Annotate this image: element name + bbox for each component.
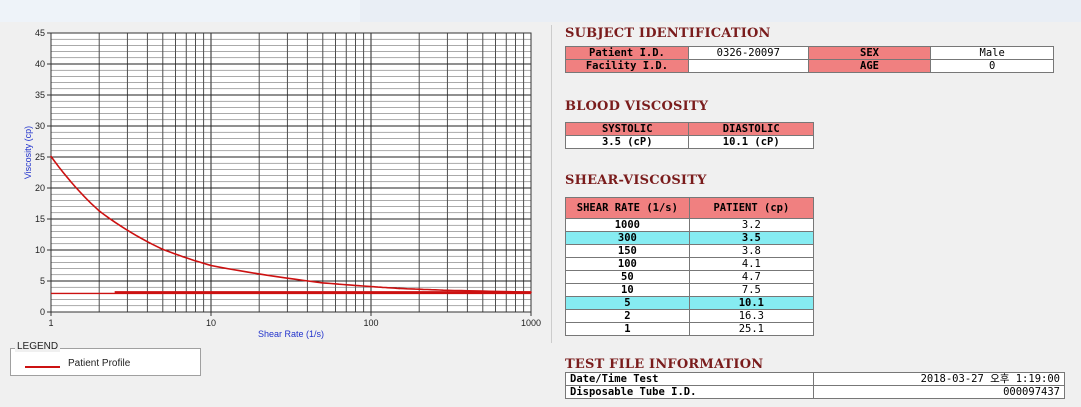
y-tick-label: 0 — [40, 307, 45, 317]
table-header-row: SHEAR RATE (1/s) PATIENT (cp) — [565, 197, 815, 219]
x-tick-label: 10 — [206, 318, 216, 328]
patient-value-cell: 3.5 — [688, 231, 815, 245]
data-point — [210, 264, 212, 267]
shear-table-row: 1000 3.2 — [565, 218, 815, 232]
age-label: AGE — [807, 59, 932, 73]
patient-cp-header: PATIENT (cp) — [688, 197, 815, 219]
facility-id-value — [687, 59, 809, 73]
table-row: 3.5 (cP) 10.1 (cP) — [564, 135, 814, 149]
x-tick-label: 100 — [363, 318, 378, 328]
chart-panel: 0 5 10 15 20 25 30 35 40 45 1 10 100 1000 Shear Rate (… — [12, 25, 552, 343]
y-tick-label: 10 — [35, 245, 45, 255]
shear-table-row: 300 3.5 — [565, 231, 815, 245]
y-tick-label: 40 — [35, 59, 45, 69]
data-point — [398, 287, 400, 290]
shear-rate-cell: 300 — [565, 231, 690, 245]
shear-rate-cell: 1 — [565, 322, 690, 336]
sex-value: Male — [930, 46, 1054, 60]
shear-table-row: 1 25.1 — [565, 322, 815, 336]
shear-rate-cell: 150 — [565, 244, 690, 258]
shear-rate-cell: 1000 — [565, 218, 690, 232]
data-point — [370, 285, 372, 288]
y-tick-label: 20 — [35, 183, 45, 193]
subject-table: Patient I.D. 0326-20097 SEX Male Facilit… — [565, 46, 1054, 73]
shear-table-row: 10 7.5 — [565, 283, 815, 297]
y-tick-label: 45 — [35, 28, 45, 38]
test-file-table: Date/Time Test 2018-03-27 오후 1:19:00 Dis… — [564, 372, 1065, 399]
top-strip — [0, 0, 1081, 22]
datetime-label: Date/Time Test — [564, 372, 815, 386]
shear-rate-cell: 5 — [565, 296, 690, 310]
data-point — [162, 248, 164, 251]
y-tick-label: 5 — [40, 276, 45, 286]
y-axis-label: Viscosity (cp) — [23, 126, 33, 179]
patient-value-cell: 10.1 — [688, 296, 815, 310]
legend-box: LEGEND Patient Profile — [10, 341, 201, 376]
subject-identification-title: SUBJECT IDENTIFICATION — [565, 26, 771, 41]
datetime-value: 2018-03-27 오후 1:19:00 — [813, 372, 1065, 386]
shear-rate-cell: 10 — [565, 283, 690, 297]
patient-value-cell: 7.5 — [688, 283, 815, 297]
legend-line-swatch — [25, 366, 60, 368]
patient-value-cell: 25.1 — [688, 322, 815, 336]
tube-id-label: Disposable Tube I.D. — [564, 385, 815, 399]
shear-table-row: 100 4.1 — [565, 257, 815, 271]
plot-border — [50, 32, 532, 313]
y-tick-label: 15 — [35, 214, 45, 224]
shear-table-row: 5 10.1 — [565, 296, 815, 310]
viscosity-chart: 0 5 10 15 20 25 30 35 40 45 1 10 100 1000 Shear Rate (… — [23, 28, 541, 339]
test-file-information-title: TEST FILE INFORMATION — [565, 357, 764, 372]
patient-value-cell: 4.1 — [688, 257, 815, 271]
y-tick-label: 35 — [35, 90, 45, 100]
shear-viscosity-title: SHEAR-VISCOSITY — [565, 173, 707, 188]
x-tick-label: 1 — [48, 318, 53, 328]
facility-id-label: Facility I.D. — [565, 59, 689, 73]
legend-item-label: Patient Profile — [68, 358, 131, 369]
table-row: Facility I.D. AGE 0 — [565, 59, 1054, 73]
shear-table-row: 50 4.7 — [565, 270, 815, 284]
x-axis-label: Shear Rate (1/s) — [258, 329, 324, 339]
shear-rate-header: SHEAR RATE (1/s) — [565, 197, 690, 219]
blood-viscosity-title: BLOOD VISCOSITY — [565, 99, 709, 114]
age-value: 0 — [930, 59, 1054, 73]
data-point — [98, 210, 100, 212]
table-row: Patient I.D. 0326-20097 SEX Male — [565, 46, 1054, 60]
table-row: Disposable Tube I.D. 000097437 — [564, 385, 1065, 399]
diastolic-value: 10.1 (cP) — [688, 135, 814, 149]
top-strip-segment — [0, 0, 360, 22]
diastolic-label: DIASTOLIC — [688, 122, 814, 136]
plot-area — [51, 33, 531, 312]
shear-table-row: 150 3.8 — [565, 244, 815, 258]
table-row: Date/Time Test 2018-03-27 오후 1:19:00 — [564, 372, 1065, 386]
data-point — [446, 289, 449, 292]
patient-value-cell: 16.3 — [688, 309, 815, 323]
sex-label: SEX — [807, 46, 932, 60]
y-tick-label: 25 — [35, 152, 45, 162]
shear-rate-cell: 50 — [565, 270, 690, 284]
data-point — [50, 155, 52, 158]
shear-table-row: 2 16.3 — [565, 309, 815, 323]
shear-rate-cell: 100 — [565, 257, 690, 271]
y-tick-label: 30 — [35, 121, 45, 131]
legend-title: LEGEND — [15, 341, 61, 352]
patient-value-cell: 3.8 — [688, 244, 815, 258]
shear-viscosity-table: SHEAR RATE (1/s) PATIENT (cp) 1000 3.2 300… — [565, 197, 815, 336]
tube-id-value: 000097437 — [813, 385, 1065, 399]
patient-value-cell: 3.2 — [688, 218, 815, 232]
shear-rate-cell: 2 — [565, 309, 690, 323]
data-point — [322, 282, 324, 284]
systolic-label: SYSTOLIC — [564, 122, 690, 136]
blood-viscosity-table: SYSTOLIC DIASTOLIC 3.5 (cP) 10.1 (cP) — [564, 122, 814, 149]
table-row: SYSTOLIC DIASTOLIC — [564, 122, 814, 136]
systolic-value: 3.5 (cP) — [564, 135, 690, 149]
patient-id-label: Patient I.D. — [565, 46, 689, 60]
patient-value-cell: 4.7 — [688, 270, 815, 284]
patient-id-value: 0326-20097 — [687, 46, 809, 60]
x-tick-label: 1000 — [521, 318, 541, 328]
